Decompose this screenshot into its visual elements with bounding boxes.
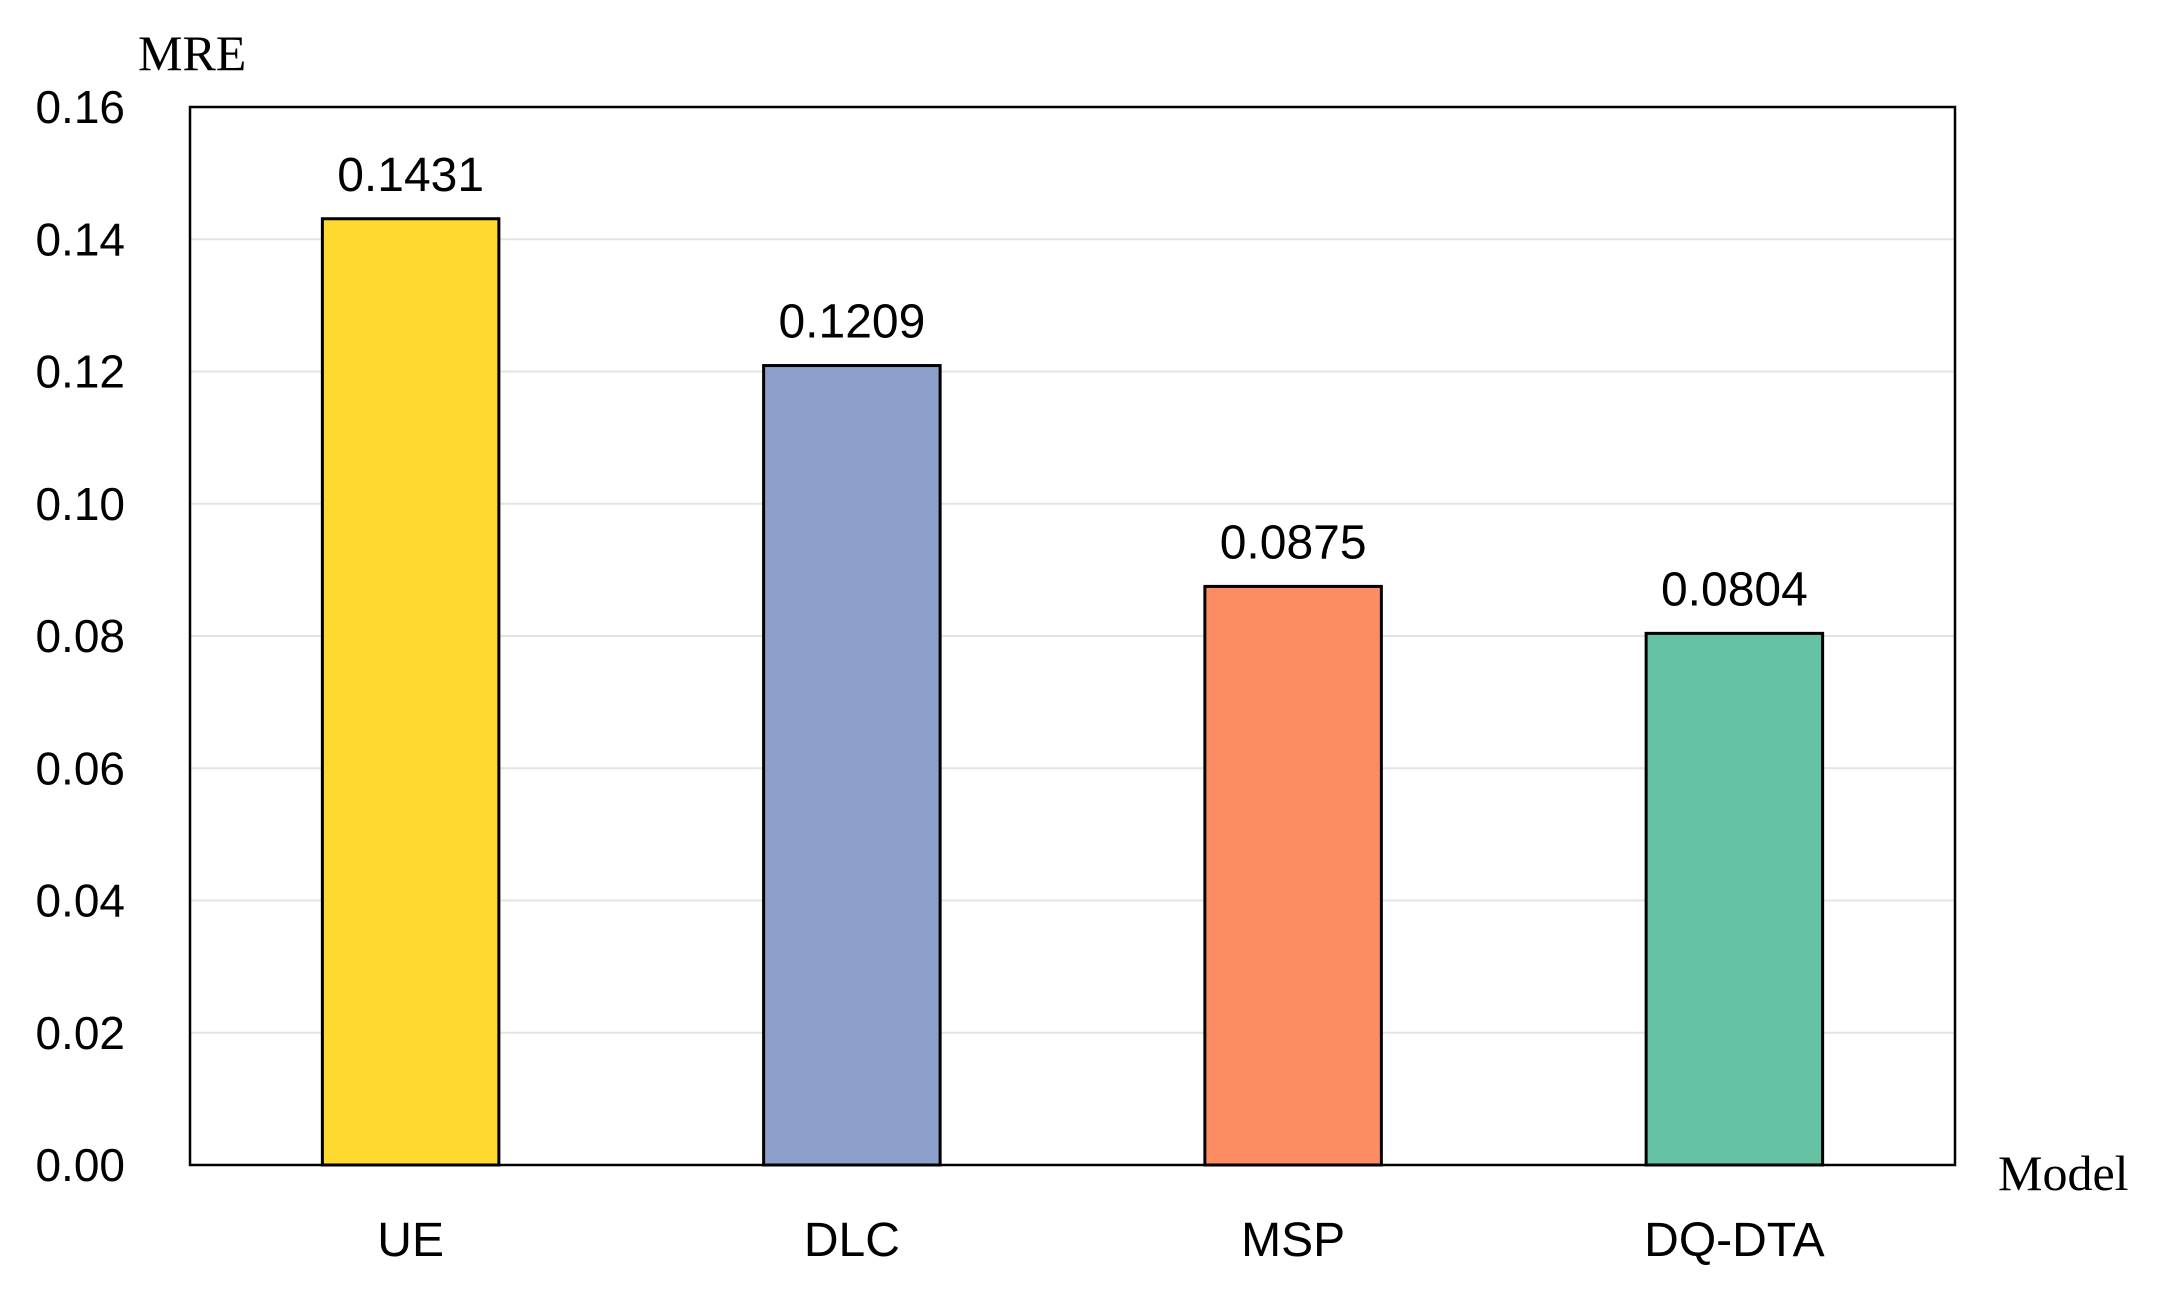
bar-dlc — [762, 364, 942, 1167]
y-tick-label: 0.10 — [35, 478, 125, 530]
x-category-label: DLC — [804, 1214, 900, 1267]
x-axis-title: Model — [1998, 1145, 2129, 1201]
x-axis-category-labels: UE DLC MSP DQ-DTA — [377, 1214, 1824, 1267]
bars — [320, 217, 1825, 1167]
y-axis-title: MRE — [138, 25, 246, 81]
data-label: 0.0804 — [1661, 563, 1808, 616]
data-labels: 0.1431 0.1209 0.0875 0.0804 — [337, 149, 1808, 617]
y-tick-label: 0.08 — [35, 610, 125, 662]
x-category-label: UE — [377, 1214, 444, 1267]
plot-area-frame — [188, 105, 1957, 1167]
y-tick-label: 0.06 — [35, 742, 125, 794]
y-tick-label: 0.16 — [35, 81, 125, 133]
x-category-label: DQ-DTA — [1644, 1214, 1824, 1267]
y-axis-tick-labels: 0.00 0.02 0.04 0.06 0.08 0.10 0.12 0.14 0.16 — [35, 81, 125, 1191]
y-tick-label: 0.14 — [35, 213, 125, 265]
y-tick-label: 0.00 — [35, 1139, 125, 1191]
y-tick-label: 0.12 — [35, 346, 125, 398]
y-tick-label: 0.04 — [35, 875, 125, 927]
data-label: 0.1209 — [778, 296, 925, 349]
bar-dq-dta — [1644, 631, 1825, 1167]
bar-msp — [1203, 584, 1383, 1167]
data-label: 0.0875 — [1220, 516, 1367, 569]
y-tick-label: 0.02 — [35, 1007, 125, 1059]
data-label: 0.1431 — [337, 149, 484, 202]
bar-ue — [320, 217, 501, 1167]
x-category-label: MSP — [1241, 1214, 1345, 1267]
